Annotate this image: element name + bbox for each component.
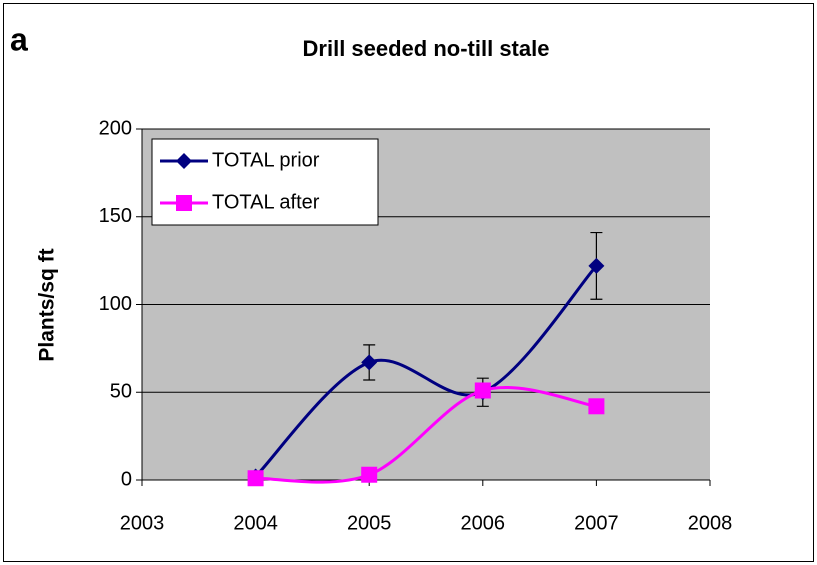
marker-diamond — [176, 153, 192, 169]
y-tick-label: 200 — [99, 117, 132, 139]
y-axis-label: Plants/sq ft — [36, 248, 59, 361]
y-tick-label: 0 — [121, 468, 132, 490]
marker-square — [474, 382, 491, 399]
y-tick-label: 50 — [110, 381, 132, 403]
x-tick-label: 2003 — [120, 512, 165, 534]
marker-diamond — [361, 354, 378, 371]
panel-label: a — [10, 21, 28, 57]
y-tick-label: 100 — [99, 293, 132, 315]
series-line — [255, 385, 597, 484]
x-tick-label: 2006 — [461, 512, 506, 534]
x-tick-label: 2004 — [233, 512, 278, 534]
series-line — [254, 264, 598, 478]
marker-square — [247, 470, 264, 487]
legend-label: TOTAL prior — [212, 149, 320, 171]
y-tick-label: 150 — [99, 205, 132, 227]
x-tick-label: 2007 — [574, 512, 619, 534]
marker-square — [176, 195, 192, 211]
marker-square — [588, 398, 605, 415]
marker-square — [361, 466, 378, 483]
x-tick-label: 2008 — [688, 512, 733, 534]
marker-diamond — [588, 257, 605, 274]
chart-title: Drill seeded no-till stale — [303, 36, 550, 61]
x-tick-label: 2005 — [347, 512, 392, 534]
legend-label: TOTAL after — [212, 191, 320, 213]
